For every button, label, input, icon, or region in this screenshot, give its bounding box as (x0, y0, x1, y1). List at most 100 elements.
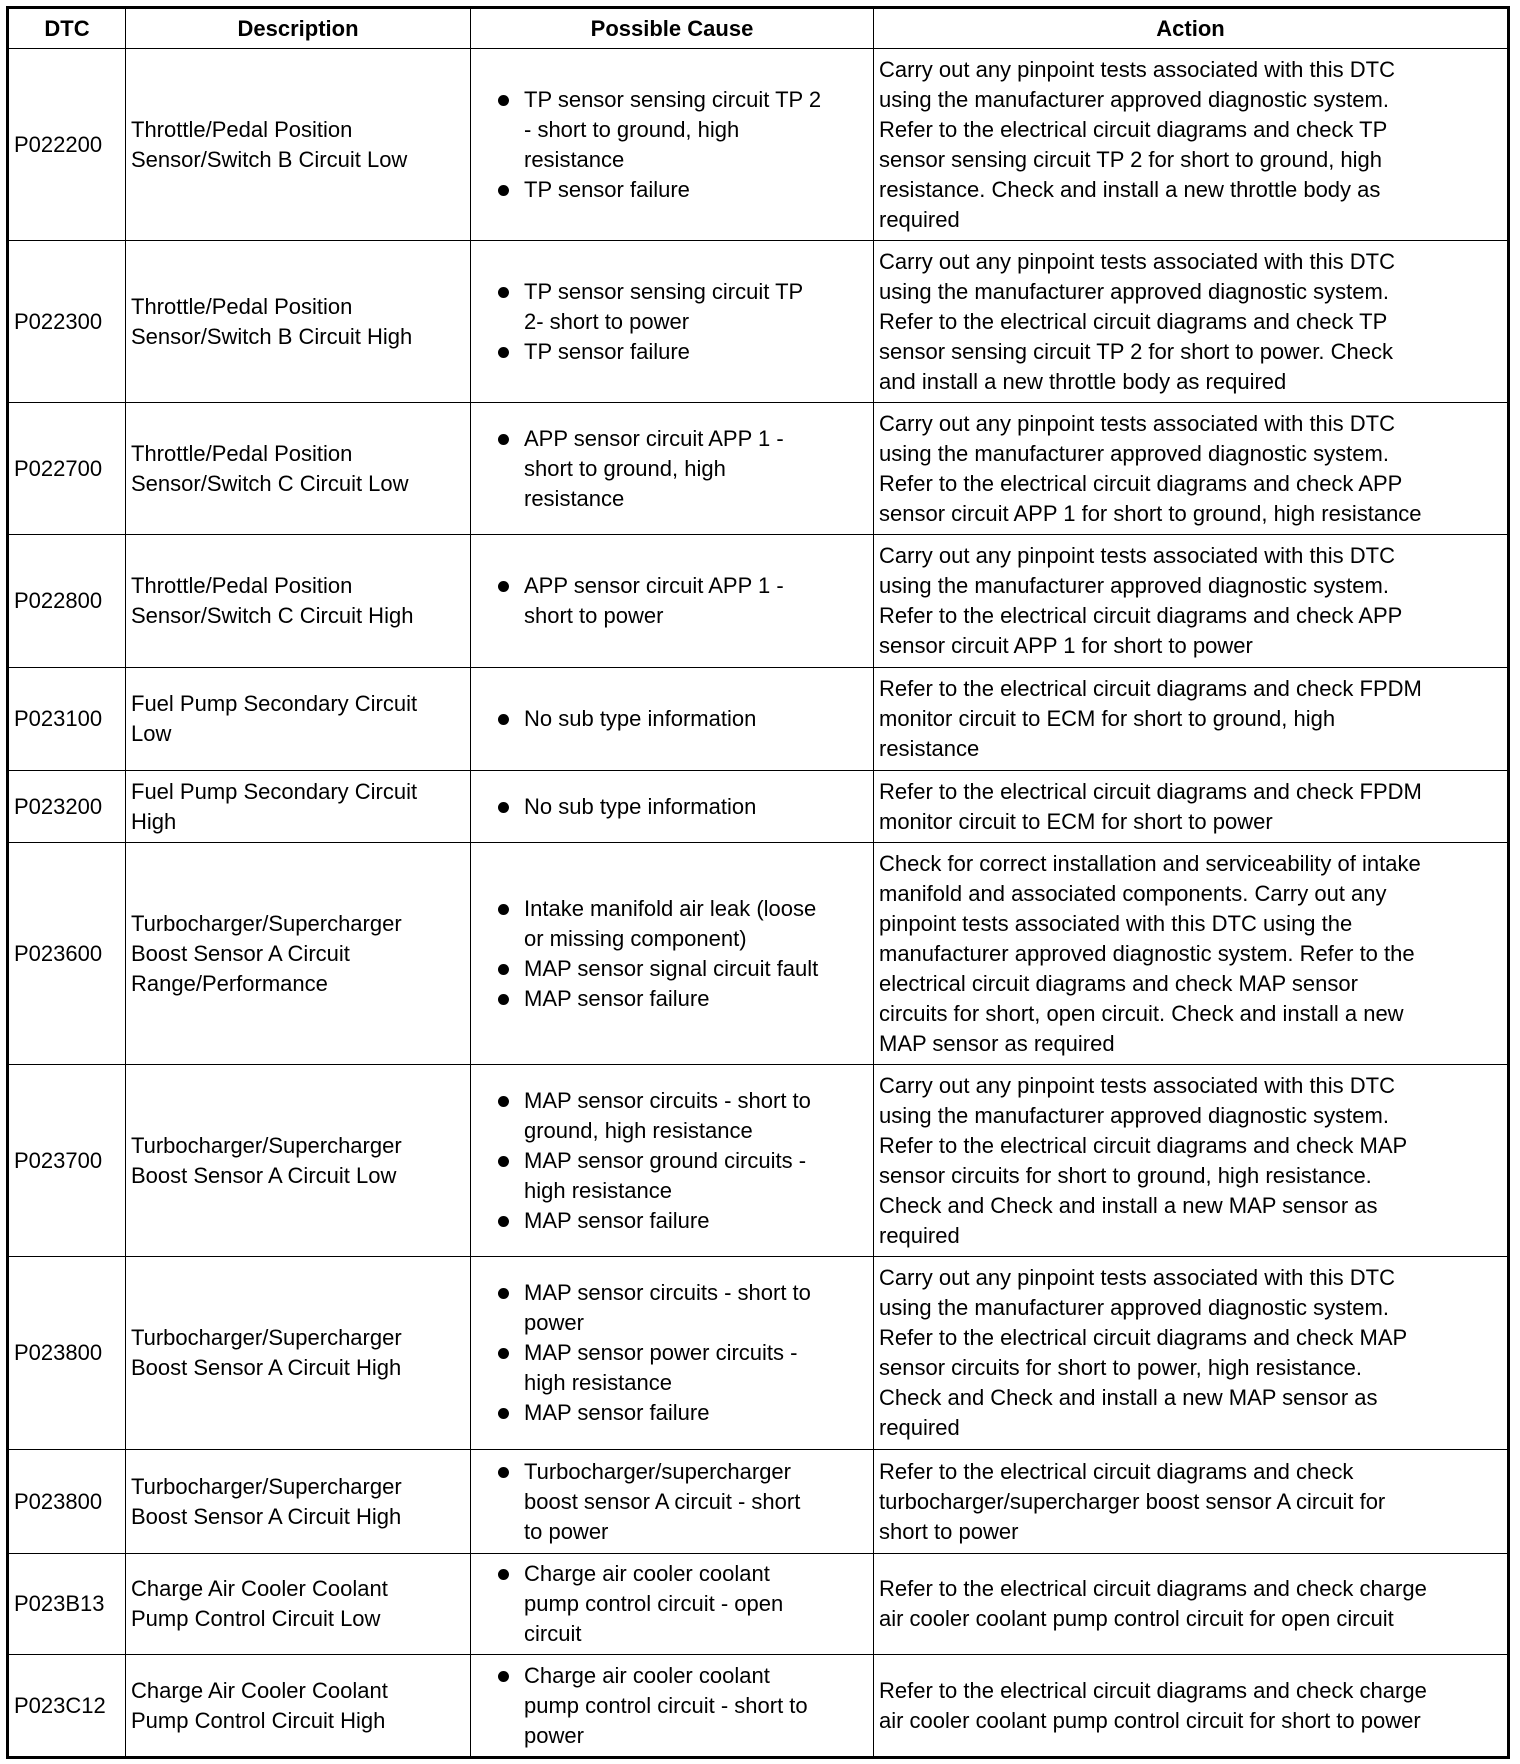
possible-cause: MAP sensor circuits - short to ground, h… (470, 1064, 874, 1257)
table-row: P023800 Turbocharger/Supercharger Boost S… (7, 1256, 1509, 1450)
cause-list: No sub type information (476, 704, 868, 734)
description: Throttle/Pedal Position Sensor/Switch B … (125, 240, 471, 403)
table-row: P023B13 Charge Air Cooler Coolant Pump Co… (7, 1553, 1509, 1655)
action: Check for correct installation and servi… (873, 842, 1509, 1065)
cause-list: Intake manifold air leak (loose or missi… (476, 894, 868, 1014)
possible-cause: No sub type information (470, 770, 874, 843)
table-row: P023600 Turbocharger/Supercharger Boost S… (7, 842, 1509, 1065)
cause-list: TP sensor sensing circuit TP 2 - short t… (476, 85, 868, 205)
bullet-icon (498, 1348, 509, 1359)
action: Carry out any pinpoint tests associated … (873, 240, 1509, 403)
cause-text: MAP sensor circuits - short to power (524, 1280, 811, 1335)
cause-item: Intake manifold air leak (loose or missi… (476, 894, 868, 954)
header-row: DTC Description Possible Cause Action (7, 7, 1509, 49)
cause-text: TP sensor failure (524, 338, 690, 364)
cause-item: TP sensor failure (476, 175, 868, 205)
bullet-icon (498, 1095, 509, 1107)
cause-item: Charge air cooler coolant pump control c… (476, 1661, 868, 1751)
bullet-icon (498, 1569, 509, 1580)
header-possible-cause: Possible Cause (470, 7, 874, 49)
cause-text: Charge air cooler coolant pump control c… (524, 1561, 784, 1646)
cause-text: MAP sensor failure (524, 1207, 710, 1233)
table-row: P022300 Throttle/Pedal Position Sensor/Sw… (7, 240, 1509, 403)
cause-list: Turbocharger/supercharger boost sensor A… (476, 1457, 868, 1547)
bullet-icon (498, 903, 509, 915)
action: Refer to the electrical circuit diagrams… (873, 667, 1509, 771)
bullet-icon (498, 1288, 509, 1299)
bullet-icon (498, 963, 509, 975)
cause-item: MAP sensor failure (476, 984, 868, 1014)
table-row: P023C12 Charge Air Cooler Coolant Pump Co… (7, 1654, 1509, 1758)
bullet-icon (498, 1466, 509, 1478)
possible-cause: Charge air cooler coolant pump control c… (470, 1553, 874, 1655)
description: Charge Air Cooler Coolant Pump Control C… (125, 1654, 471, 1758)
table-row: P023700 Turbocharger/Supercharger Boost S… (7, 1064, 1509, 1257)
action: Refer to the electrical circuit diagrams… (873, 770, 1509, 843)
cause-text: MAP sensor failure (524, 985, 710, 1011)
description: Turbocharger/Supercharger Boost Sensor A… (125, 1256, 471, 1450)
action: Refer to the electrical circuit diagrams… (873, 1654, 1509, 1758)
cause-item: TP sensor sensing circuit TP 2 - short t… (476, 85, 868, 175)
possible-cause: Intake manifold air leak (loose or missi… (470, 842, 874, 1065)
bullet-icon (498, 1155, 509, 1167)
possible-cause: Charge air cooler coolant pump control c… (470, 1654, 874, 1758)
cause-item: MAP sensor circuits - short to ground, h… (476, 1086, 868, 1146)
possible-cause: TP sensor sensing circuit TP 2- short to… (470, 240, 874, 403)
cause-text: MAP sensor circuits - short to ground, h… (524, 1087, 811, 1143)
description: Throttle/Pedal Position Sensor/Switch C … (125, 402, 471, 535)
bullet-icon (498, 94, 509, 106)
dtc-code: P022200 (7, 48, 126, 241)
bullet-icon (498, 581, 509, 592)
dtc-code: P022700 (7, 402, 126, 535)
cause-text: TP sensor sensing circuit TP 2 - short t… (524, 86, 822, 172)
cause-item: Charge air cooler coolant pump control c… (476, 1559, 868, 1649)
table-row: P023200 Fuel Pump Secondary Circuit High N… (7, 770, 1509, 843)
cause-item: MAP sensor failure (476, 1206, 868, 1236)
cause-text: Intake manifold air leak (loose or missi… (524, 895, 817, 951)
possible-cause: APP sensor circuit APP 1 - short to powe… (470, 534, 874, 668)
bullet-icon (498, 433, 509, 445)
header-dtc: DTC (7, 7, 126, 49)
action: Carry out any pinpoint tests associated … (873, 402, 1509, 535)
action: Carry out any pinpoint tests associated … (873, 48, 1509, 241)
possible-cause: Turbocharger/supercharger boost sensor A… (470, 1449, 874, 1554)
action: Carry out any pinpoint tests associated … (873, 534, 1509, 668)
cause-item: MAP sensor circuits - short to power (476, 1278, 868, 1338)
table-row: P022800 Throttle/Pedal Position Sensor/Sw… (7, 534, 1509, 668)
cause-item: No sub type information (476, 704, 868, 734)
dtc-code: P023B13 (7, 1553, 126, 1655)
cause-item: MAP sensor ground circuits - high resist… (476, 1146, 868, 1206)
cause-item: APP sensor circuit APP 1 - short to powe… (476, 571, 868, 631)
cause-text: Turbocharger/supercharger boost sensor A… (524, 1458, 801, 1544)
action: Carry out any pinpoint tests associated … (873, 1256, 1509, 1450)
bullet-icon (498, 1670, 509, 1682)
table-row: P022700 Throttle/Pedal Position Sensor/Sw… (7, 402, 1509, 535)
dtc-code: P022800 (7, 534, 126, 668)
cause-text: No sub type information (524, 706, 757, 731)
cause-list: Charge air cooler coolant pump control c… (476, 1559, 868, 1649)
description: Throttle/Pedal Position Sensor/Switch B … (125, 48, 471, 241)
cause-text: TP sensor failure (524, 176, 690, 202)
cause-list: MAP sensor circuits - short to ground, h… (476, 1086, 868, 1236)
cause-text: MAP sensor failure (524, 1400, 710, 1425)
cause-item: MAP sensor power circuits - high resista… (476, 1338, 868, 1398)
bullet-icon (498, 184, 509, 196)
dtc-code: P023100 (7, 667, 126, 771)
bullet-icon (498, 993, 509, 1005)
possible-cause: MAP sensor circuits - short to power MAP … (470, 1256, 874, 1450)
description: Throttle/Pedal Position Sensor/Switch C … (125, 534, 471, 668)
cause-text: APP sensor circuit APP 1 - short to grou… (524, 425, 784, 511)
dtc-code: P023800 (7, 1256, 126, 1450)
cause-text: No sub type information (524, 793, 757, 819)
cause-list: MAP sensor circuits - short to power MAP … (476, 1278, 868, 1428)
cause-text: MAP sensor ground circuits - high resist… (524, 1147, 807, 1203)
table-row: P023800 Turbocharger/Supercharger Boost S… (7, 1449, 1509, 1554)
description: Charge Air Cooler Coolant Pump Control C… (125, 1553, 471, 1655)
description: Turbocharger/Supercharger Boost Sensor A… (125, 1064, 471, 1257)
bullet-icon (498, 286, 509, 298)
cause-list: APP sensor circuit APP 1 - short to grou… (476, 424, 868, 514)
bullet-icon (498, 1215, 509, 1227)
cause-item: TP sensor failure (476, 337, 868, 367)
table-body: P022200 Throttle/Pedal Position Sensor/Sw… (7, 48, 1509, 1758)
bullet-icon (498, 346, 509, 358)
